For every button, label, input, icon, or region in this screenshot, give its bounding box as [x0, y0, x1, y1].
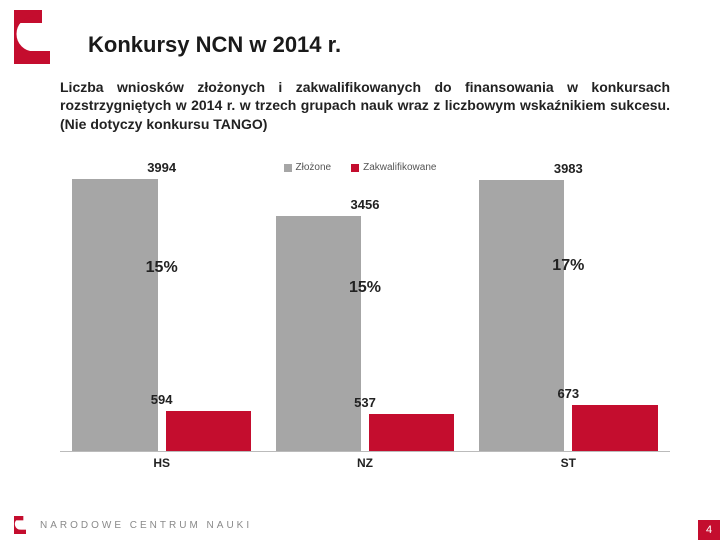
bar-qualified [572, 405, 657, 451]
value-submitted: 3456 [263, 197, 466, 212]
legend-label-qualified: Zakwalifikowane [363, 162, 436, 173]
legend-label-submitted: Złożone [296, 162, 332, 173]
percent-label: 15% [60, 259, 263, 277]
category-label: ST [467, 456, 670, 470]
percent-label: 17% [467, 257, 670, 275]
chart-group: 3456 537 15% [263, 180, 466, 452]
footer-text: NARODOWE CENTRUM NAUKI [40, 520, 252, 531]
chart-group: 399459415% [60, 180, 263, 452]
legend-swatch-qualified [351, 164, 359, 172]
ncn-logo-small-icon [14, 516, 32, 534]
value-submitted: 3994 [60, 160, 263, 175]
page-number: 4 [698, 520, 720, 540]
slide-body: Liczba wniosków złożonych i zakwalifikow… [60, 78, 670, 133]
legend-swatch-submitted [284, 164, 292, 172]
slide-title: Konkursy NCN w 2014 r. [88, 32, 341, 58]
ncn-logo-icon [14, 10, 68, 64]
bar-submitted [72, 179, 157, 451]
value-qualified: 594 [60, 392, 263, 407]
footer: NARODOWE CENTRUM NAUKI [14, 516, 252, 534]
value-qualified: 673 [467, 386, 670, 401]
chart-group: 398367317% [467, 180, 670, 452]
legend-qualified: Zakwalifikowane [351, 162, 436, 173]
legend-submitted: Złożone [284, 162, 332, 173]
bar-qualified [369, 414, 454, 451]
percent-label: 15% [263, 279, 466, 297]
bar-chart: 399459415%HS345653715%NZ398367317%ST [60, 180, 670, 470]
bar-qualified [166, 411, 251, 451]
value-qualified: 537 [263, 395, 466, 410]
bar-submitted [276, 216, 361, 451]
category-label: HS [60, 456, 263, 470]
category-label: NZ [263, 456, 466, 470]
value-submitted: 3983 [467, 161, 670, 176]
bar-submitted [479, 180, 564, 451]
